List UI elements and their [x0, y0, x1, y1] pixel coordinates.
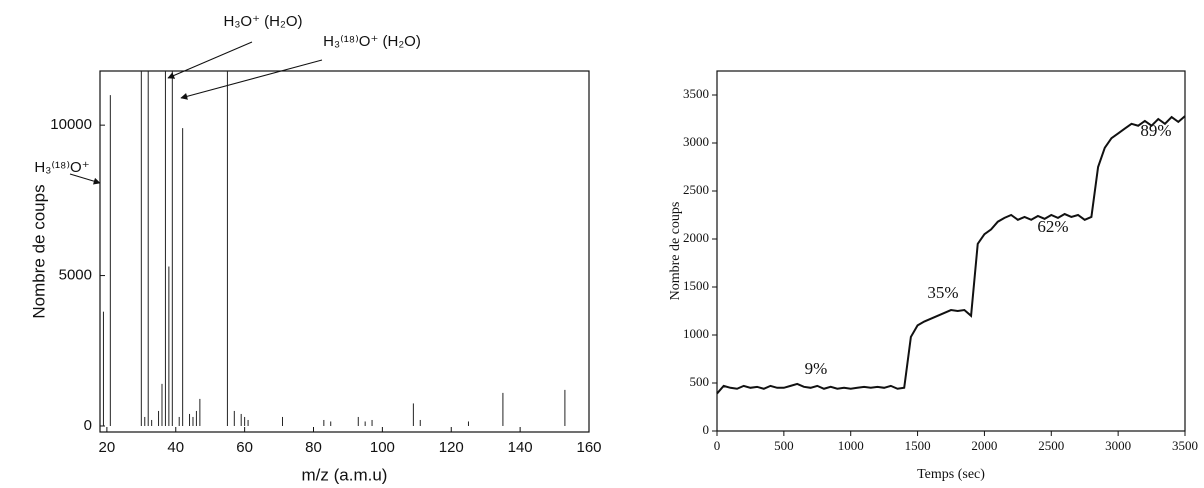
y-tick-label: 1000	[683, 326, 709, 341]
spectrum-panel: 20 40 60 80 100 120 140 160 0 5000 10000 m/z (a.m.u…	[29, 13, 601, 485]
x-tick-label: 1000	[838, 438, 864, 453]
annotation: 35%	[927, 283, 958, 302]
x-tick-label: 20	[99, 439, 116, 456]
annotation: 89%	[1140, 121, 1171, 140]
time-panel: 0 500 1000 1500 2000 2500 3000 3500 0 500 1000 1500…	[668, 70, 1198, 482]
x-tick-label: 80	[305, 439, 322, 456]
annotation: H₃⁽¹⁸⁾O⁺ (H₂O)	[323, 33, 421, 50]
x-tick-label: 2500	[1038, 438, 1064, 453]
x-tick-label: 100	[370, 439, 395, 456]
x-axis-title: m/z (a.m.u)	[302, 465, 388, 484]
y-axis-title: Nombre de coups	[29, 184, 48, 318]
annotation: H₃O⁺ (H₂O)	[223, 13, 302, 30]
y-axis-title: Nombre de coups	[668, 202, 683, 301]
x-tick-label: 60	[236, 439, 253, 456]
y-tick-label: 2500	[683, 182, 709, 197]
y-tick-label: 1500	[683, 278, 709, 293]
x-tick-label: 3500	[1172, 438, 1198, 453]
x-tick-label: 0	[714, 438, 721, 453]
y-tick-label: 10000	[50, 116, 92, 133]
plot-frame	[99, 70, 590, 433]
x-tick-label: 500	[774, 438, 794, 453]
y-tick-label: 0	[703, 422, 710, 437]
annotation: 62%	[1037, 217, 1068, 236]
y-tick-label: 5000	[59, 267, 92, 284]
annotation-arrow	[180, 59, 323, 100]
plot-frame	[716, 70, 1186, 432]
annotation-arrow	[69, 173, 101, 185]
x-tick-label: 160	[576, 439, 601, 456]
x-tick-label: 2000	[971, 438, 997, 453]
x-tick-label: 3000	[1105, 438, 1131, 453]
annotation: 9%	[805, 359, 828, 378]
y-tick-label: 500	[690, 374, 710, 389]
stems	[102, 71, 566, 426]
y-tick-label: 3000	[683, 134, 709, 149]
annotation: H₃⁽¹⁸⁾O⁺	[34, 159, 89, 176]
x-axis-title: Temps (sec)	[917, 467, 985, 482]
x-tick-label: 40	[167, 439, 184, 456]
y-tick-label: 0	[84, 417, 92, 434]
y-tick-label: 2000	[683, 230, 709, 245]
x-tick-label: 120	[439, 439, 464, 456]
x-tick-label: 140	[508, 439, 533, 456]
x-tick-label: 1500	[905, 438, 931, 453]
data-line	[716, 115, 1186, 395]
y-tick-label: 3500	[683, 86, 709, 101]
annotation-arrow	[167, 41, 253, 79]
